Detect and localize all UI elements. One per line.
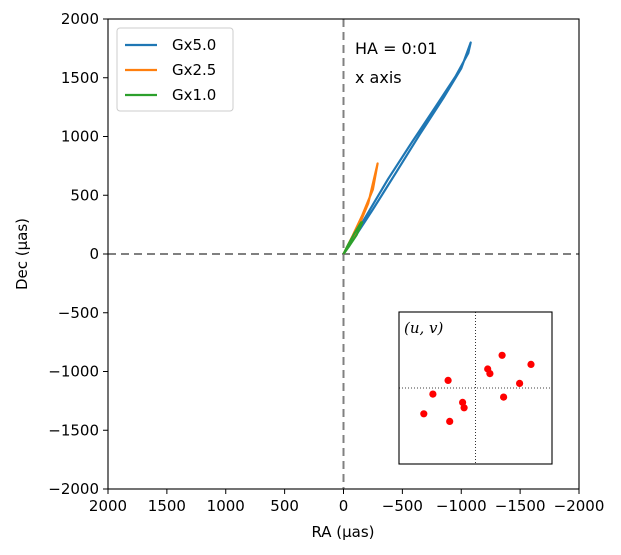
- inset-point: [420, 410, 428, 418]
- series-line-gx50: [342, 41, 472, 255]
- y-tick-label: 0: [89, 245, 99, 263]
- x-tick-label: −1000: [436, 497, 487, 515]
- inset-title: (u, v): [404, 319, 444, 337]
- x-tick-label: 1500: [148, 497, 186, 515]
- y-tick-label: 1500: [61, 69, 99, 87]
- series-line-gx10: [342, 221, 364, 255]
- x-tick-label: −500: [382, 497, 423, 515]
- x-tick-label: 2000: [89, 497, 127, 515]
- x-tick-label: 1000: [207, 497, 245, 515]
- uv-inset: (u, v): [398, 311, 553, 465]
- inset-point: [486, 370, 494, 378]
- inset-point: [459, 398, 467, 406]
- y-tick-label: 1000: [61, 128, 99, 146]
- inset-point: [498, 351, 506, 359]
- annotation-group: HA = 0:01 x axis: [355, 39, 437, 87]
- inset-point: [527, 360, 535, 368]
- legend-box: [116, 27, 234, 112]
- annotation-axis: x axis: [355, 68, 402, 87]
- x-axis-label: RA (µas): [311, 523, 374, 541]
- y-axis-label: Dec (µas): [13, 218, 31, 290]
- inset-point: [429, 390, 437, 398]
- inset-point: [500, 393, 508, 401]
- y-tick-label: 2000: [61, 10, 99, 28]
- x-tick-label: −1500: [495, 497, 546, 515]
- x-tick-label: 500: [270, 497, 299, 515]
- inset-point: [446, 417, 454, 425]
- inset-point: [516, 379, 524, 387]
- legend-label-gx25: Gx2.5: [172, 61, 216, 79]
- y-tick-label: −500: [58, 304, 99, 322]
- y-tick-label: −2000: [48, 480, 99, 498]
- annotation-ha: HA = 0:01: [355, 39, 437, 58]
- legend-label-gx50: Gx5.0: [172, 36, 216, 54]
- y-tick-label: −1500: [48, 421, 99, 439]
- legend-label-gx10: Gx1.0: [172, 86, 216, 104]
- x-tick-label: −2000: [554, 497, 605, 515]
- y-tick-label: −1000: [48, 363, 99, 381]
- x-tick-label: 0: [339, 497, 349, 515]
- inset-point: [444, 376, 452, 384]
- y-tick-label: 500: [70, 186, 99, 204]
- inset-point: [460, 404, 468, 412]
- legend: Gx5.0 Gx2.5 Gx1.0: [116, 27, 234, 112]
